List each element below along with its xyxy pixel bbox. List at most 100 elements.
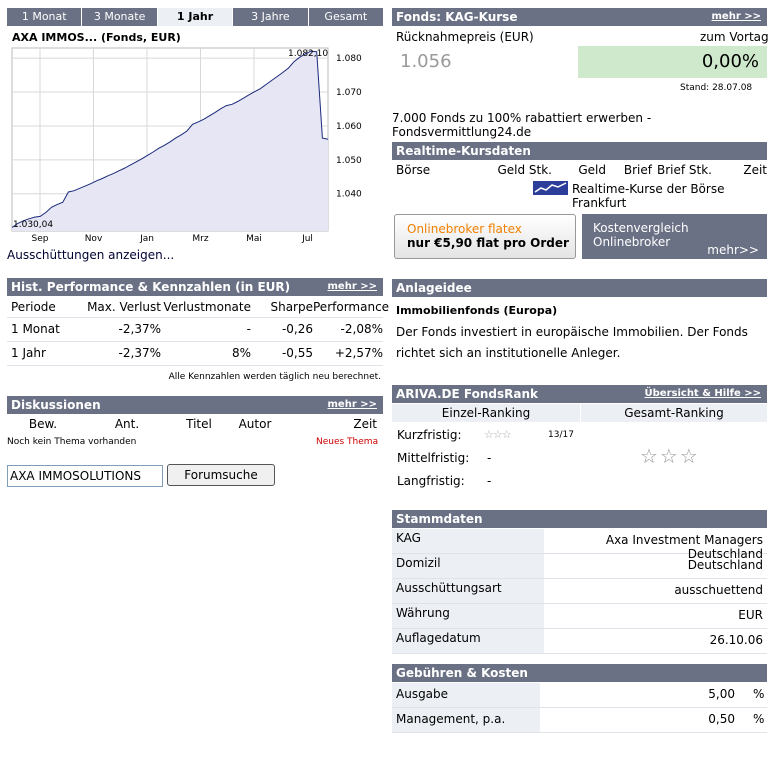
forum-search-input[interactable]	[7, 465, 163, 487]
forum-search-button[interactable]: Forumsuche	[167, 464, 275, 486]
kostenvergleich-banner[interactable]: Kostenvergleich Onlinebroker mehr>>	[582, 214, 767, 259]
perf-table: Periode Max. Verlust Verlustmonate Sharp…	[7, 297, 390, 382]
stamm-value: Axa Investment Managers Deutschland	[605, 533, 763, 561]
rank-label-kurz: Kurzfristig:	[397, 428, 462, 442]
rank-col-einzel: Einzel-Ranking	[392, 404, 580, 422]
chart-y-tick-label: 1.070	[336, 88, 362, 98]
chart-y-tick-label: 1.060	[336, 122, 362, 132]
perf-row: 1 Jahr -2,37% 8% -0,55 +2,57%	[7, 342, 383, 366]
gebuehr-table: Ausgabe 5,00 % Management, p.a. 0,50 %	[392, 683, 767, 733]
stamm-row: Auflagedatum 26.10.06	[392, 629, 767, 654]
gebuehr-header: Gebühren & Kosten	[392, 664, 767, 682]
col-bew: Bew.	[28, 417, 58, 431]
chart-y-tick-label: 1.050	[336, 156, 362, 166]
stamm-value: Deutschland	[687, 558, 763, 572]
col-geld-stk: Geld Stk.	[497, 163, 552, 177]
perf-note: Alle Kennzahlen werden täglich neu berec…	[168, 372, 381, 382]
perf-title: Hist. Performance & Kennzahlen (in EUR)	[11, 280, 291, 294]
perf-cell: -2,08%	[340, 322, 383, 336]
anlage-header: Anlageidee	[392, 279, 767, 297]
chart-title: AXA IMMOS... (Fonds, EUR)	[12, 31, 181, 44]
perf-more-link[interactable]: mehr >>	[327, 281, 378, 292]
stamm-header: Stammdaten	[392, 510, 767, 528]
realtime-title: Realtime-Kursdaten	[396, 144, 531, 158]
rank-stars-kurz-icon: ☆☆☆	[484, 428, 512, 441]
fonds-ad-link[interactable]: 7.000 Fonds zu 100% rabattiert erwerben …	[392, 111, 652, 139]
rank-title: ARIVA.DE FondsRank	[396, 387, 538, 401]
stamm-row: KAG Axa Investment Managers Deutschland	[392, 529, 767, 561]
anlage-text: Der Fonds investiert in europäische Immo…	[396, 325, 748, 360]
flatex-banner[interactable]: Onlinebroker flatex nur €5,90 flat pro O…	[394, 214, 576, 259]
chart-x-tick-label: Mai	[246, 234, 262, 244]
fonds-more-link[interactable]: mehr >>	[711, 11, 762, 22]
gebuehr-unit: %	[753, 712, 765, 726]
perf-cell: -2,37%	[118, 322, 161, 336]
col-boerse: Börse	[396, 163, 431, 177]
stamm-key: Ausschüttungsart	[392, 579, 544, 603]
rank-header: ARIVA.DE FondsRank Übersicht & Hilfe >>	[392, 385, 767, 403]
gebuehr-key: Management, p.a.	[392, 708, 540, 732]
stamm-value: 26.10.06	[709, 633, 763, 647]
anlage-title: Anlageidee	[396, 281, 472, 295]
rank-stars-gesamt-icon: ☆☆☆	[640, 444, 700, 468]
perf-cell: -	[246, 322, 251, 336]
col-performance: Performance	[313, 300, 390, 314]
rank-label-lang: Langfristig:	[397, 474, 465, 488]
chart-x-tick-label: Sep	[32, 234, 49, 244]
chart-area	[12, 51, 328, 231]
rank-label-mittel: Mittelfristig:	[397, 451, 470, 465]
chart-y-tick-label: 1.080	[336, 54, 362, 64]
rank-value-lang: -	[487, 474, 492, 488]
col-ant: Ant.	[114, 417, 140, 431]
gebuehr-title: Gebühren & Kosten	[396, 666, 528, 680]
chart-x-tick-label: Mrz	[192, 234, 208, 244]
price-label: Rücknahmepreis (EUR)	[396, 30, 534, 44]
prev-label: zum Vortag	[700, 30, 769, 44]
stamm-value: EUR	[738, 608, 763, 622]
col-periode: Periode	[11, 300, 56, 314]
stand-date: Stand: 28.07.08	[680, 83, 753, 93]
rank-value-kurz: 13/17	[548, 430, 574, 440]
chart-y-tick-label: 1.040	[336, 190, 362, 200]
price-value: 1.056	[392, 46, 578, 78]
col-max-verlust: Max. Verlust	[87, 300, 161, 314]
perf-header: Hist. Performance & Kennzahlen (in EUR) …	[7, 278, 383, 296]
tab-gesamt[interactable]: Gesamt	[308, 8, 384, 26]
chart-x-tick-label: Jul	[301, 234, 313, 244]
col-autor: Autor	[238, 417, 272, 431]
stamm-row: Währung EUR	[392, 604, 767, 629]
col-sharpe: Sharpe	[270, 300, 313, 314]
stamm-key: Domizil	[392, 554, 544, 578]
perf-cell: +2,57%	[334, 346, 383, 360]
tab-3-monate[interactable]: 3 Monate	[82, 8, 157, 26]
realtime-chart-icon	[533, 181, 568, 195]
new-topic-link[interactable]: Neues Thema	[316, 437, 379, 447]
perf-cell: -2,37%	[118, 346, 161, 360]
tab-3-jahre[interactable]: 3 Jahre	[233, 8, 308, 26]
rank-help-link[interactable]: Übersicht & Hilfe >>	[644, 388, 761, 399]
fonds-header: Fonds: KAG-Kurse mehr >>	[392, 8, 767, 26]
period-tabs: 1 Monat 3 Monate 1 Jahr 3 Jahre Gesamt	[7, 8, 384, 26]
stamm-row: Ausschüttungsart ausschuettend	[392, 579, 767, 604]
tab-1-monat[interactable]: 1 Monat	[7, 8, 82, 26]
gebuehr-row: Management, p.a. 0,50 %	[392, 708, 767, 733]
price-chart: 1.080 1.070 1.060 1.050 1.040 Sep Nov Jan Mrz Ma…	[11, 47, 362, 244]
col-geld: Geld	[578, 163, 606, 177]
change-value: 0,00%	[578, 46, 767, 78]
gebuehr-row: Ausgabe 5,00 %	[392, 683, 767, 708]
kosten-subtitle: Onlinebroker	[593, 235, 671, 249]
perf-cell: 1 Monat	[11, 322, 60, 336]
chart-min-label: 1.030,04	[13, 220, 53, 230]
perf-cell: -0,26	[281, 322, 313, 336]
gebuehr-value: 5,00	[708, 687, 735, 701]
ausschuettungen-link[interactable]: Ausschüttungen anzeigen...	[7, 248, 175, 262]
kosten-more: mehr>>	[707, 243, 759, 257]
disk-title: Diskussionen	[11, 398, 101, 412]
col-titel: Titel	[186, 417, 212, 431]
disk-more-link[interactable]: mehr >>	[327, 399, 378, 410]
col-brief: Brief	[623, 163, 652, 177]
col-verlustmonate: Verlustmonate	[163, 300, 251, 314]
col-zeit: Zeit	[353, 417, 377, 431]
tab-1-jahr[interactable]: 1 Jahr	[157, 8, 233, 26]
rank-value-mittel: -	[487, 451, 492, 465]
